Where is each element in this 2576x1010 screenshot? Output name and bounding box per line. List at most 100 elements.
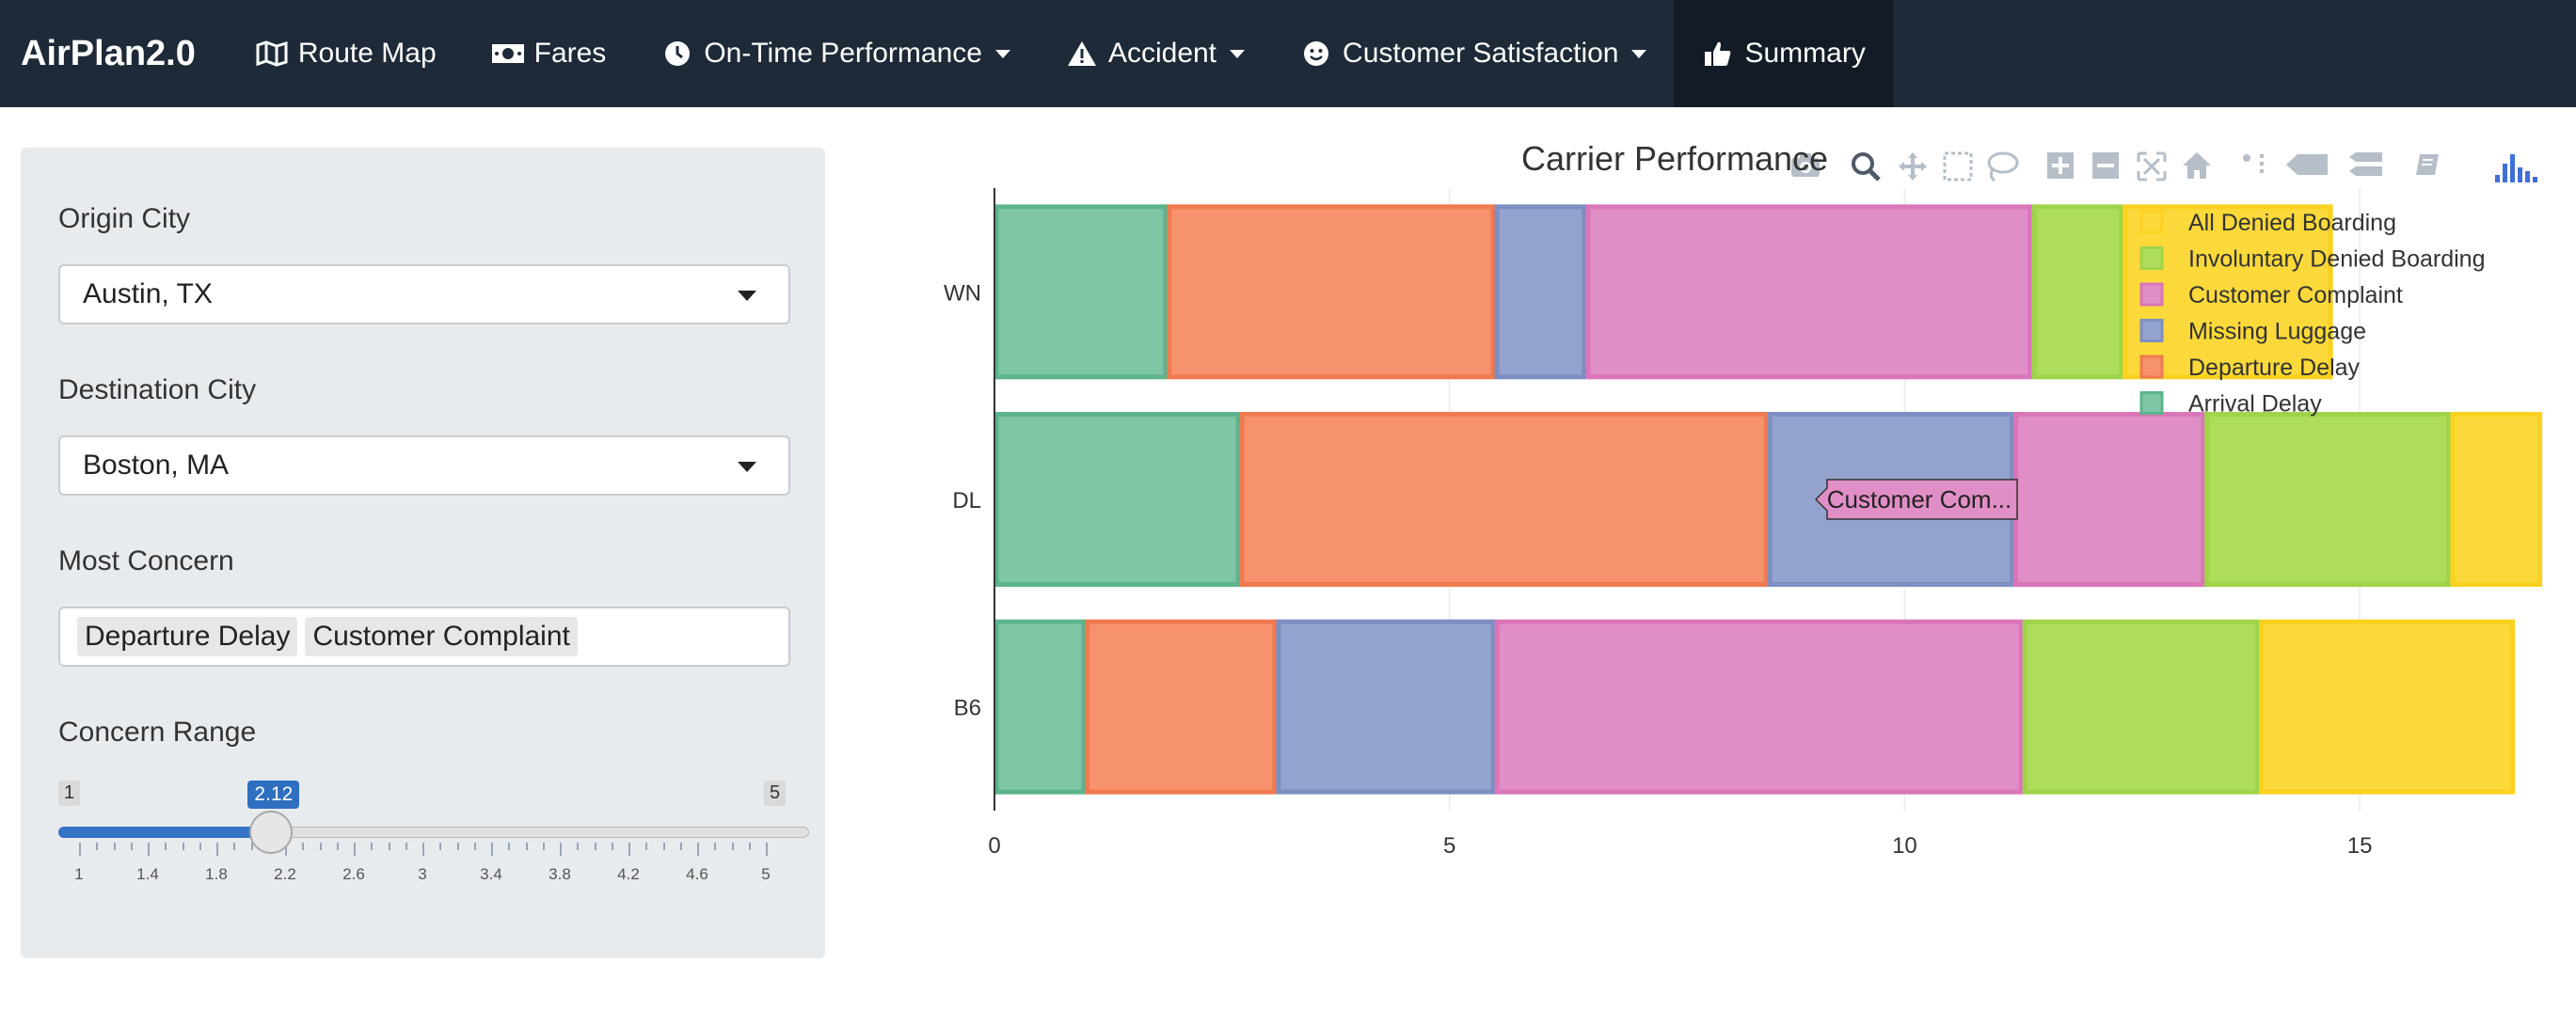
zoom-icon[interactable] [1850,150,1882,193]
money-bill-icon [491,39,525,68]
slider-max-label: 5 [764,781,787,806]
slider-tick [388,843,390,850]
legend-swatch [2139,246,2164,270]
lasso-select-icon[interactable] [1985,150,2019,193]
slider-tick [250,843,253,850]
slider-tick [748,843,751,850]
slider-tick-label: 5 [761,865,771,883]
docs-icon[interactable] [2414,150,2442,189]
bar-segment [2022,619,2261,795]
bar-segment [2031,204,2124,380]
chart-bars [994,204,2543,795]
slider-tick [594,843,596,850]
slider-tick [645,843,648,850]
nav-route-map[interactable]: Route Map [228,0,464,107]
legend-label: Missing Luggage [2188,319,2366,345]
y-tick-label: WN [944,280,981,306]
bar-segment [1276,619,1496,795]
nav-route-map-label: Route Map [297,38,437,69]
slider-tick [182,843,184,850]
slider-tick [491,843,493,856]
home-icon[interactable] [2181,150,2213,191]
slider-thumb[interactable] [249,811,294,854]
y-tick-label: DL [952,488,981,513]
slider-tick-label: 3.8 [549,865,571,883]
nav-fares-label: Fares [533,38,607,69]
tooltip-box [1814,479,2018,520]
nav-accident[interactable]: Accident [1038,0,1272,107]
slider-tick [285,843,287,856]
box-select-icon[interactable] [1942,150,1974,193]
navbar: AirPlan2.0 Route Map Fares On-Time Perfo… [0,0,2576,107]
legend-swatch [2139,391,2164,415]
slider-tick [577,843,580,850]
slider-tick [199,843,201,850]
nav-summary-label: Summary [1744,38,1866,69]
bar-segment [1167,204,1496,380]
nav-on-time-performance[interactable]: On-Time Performance [633,0,1038,107]
nav-fares[interactable]: Fares [464,0,634,107]
legend-label: Departure Delay [2188,355,2361,381]
slider-tick [542,843,545,850]
bar-segment [994,619,1087,795]
slider-tick [714,843,717,850]
nav-customer-satisfaction[interactable]: Customer Satisfaction [1272,0,1674,107]
spike-lines-icon[interactable] [2239,150,2269,191]
x-tick-label: 5 [1443,833,1455,859]
bar-segment [1585,204,2033,380]
zoom-in-icon[interactable] [2045,150,2075,191]
bar-segment [2450,412,2543,587]
slider-tick [216,843,218,856]
slider-tick [130,843,133,850]
slider-tick [628,843,630,856]
carrier-performance-chart: Carrier Performance 0 5 10 15 WN DL B6 All Den… [944,139,2543,859]
slider-tick [422,843,424,856]
slider-tick-label: 4.6 [686,865,708,883]
legend-label: All Denied Boarding [2188,210,2396,236]
bar-segment [1494,619,2024,795]
slider-tick [766,843,768,856]
most-concern-multiselect[interactable]: Departure Delay Customer Complaint [58,607,790,667]
nav-customer-satisfaction-label: Customer Satisfaction [1343,38,1619,69]
slider-tick [233,843,236,850]
hover-compare-icon[interactable] [2346,150,2384,189]
concern-chip[interactable]: Departure Delay [77,617,298,656]
chevron-down-icon [1230,49,1246,58]
legend-label: Arrival Delay [2188,391,2322,418]
slider-tick [319,843,322,850]
slider-tick [354,843,356,856]
slider-tick [302,843,305,850]
origin-city-select[interactable]: Austin, TX [58,264,790,324]
slider-tick [96,843,99,850]
destination-city-select[interactable]: Boston, MA [58,435,790,496]
camera-icon[interactable] [1789,150,1821,189]
slider-tick [79,843,81,856]
origin-city-label: Origin City [58,203,191,234]
concern-chip[interactable]: Customer Complaint [305,617,578,656]
bar-segment [2259,619,2516,795]
slider-tick [731,843,734,850]
x-tick-label: 15 [2347,833,2373,859]
destination-city-label: Destination City [58,374,257,405]
map-icon [255,39,289,68]
smile-icon [1299,39,1333,68]
tooltip-text: Customer Com... [1827,485,2012,513]
bar-segment [1494,204,1587,380]
brand-title[interactable]: AirPlan2.0 [21,33,196,73]
hover-tooltip: Customer Com... [1814,479,2018,520]
nav-summary[interactable]: Summary [1674,0,1893,107]
slider-tick [611,843,613,850]
slider-tick [148,843,150,856]
destination-city-value: Boston, MA [83,450,230,481]
bar-segment [994,412,1241,587]
slider-tick [439,843,442,850]
hover-closest-icon[interactable] [2284,150,2330,188]
legend-label: Customer Complaint [2188,282,2403,308]
bar-segment [1239,412,1769,587]
zoom-out-icon[interactable] [2091,150,2121,191]
chevron-down-icon [1631,49,1647,58]
autoscale-icon[interactable] [2136,150,2168,193]
slider-tick [113,843,116,850]
pan-icon[interactable] [1897,150,1929,193]
plotly-logo-icon[interactable] [2493,150,2540,195]
